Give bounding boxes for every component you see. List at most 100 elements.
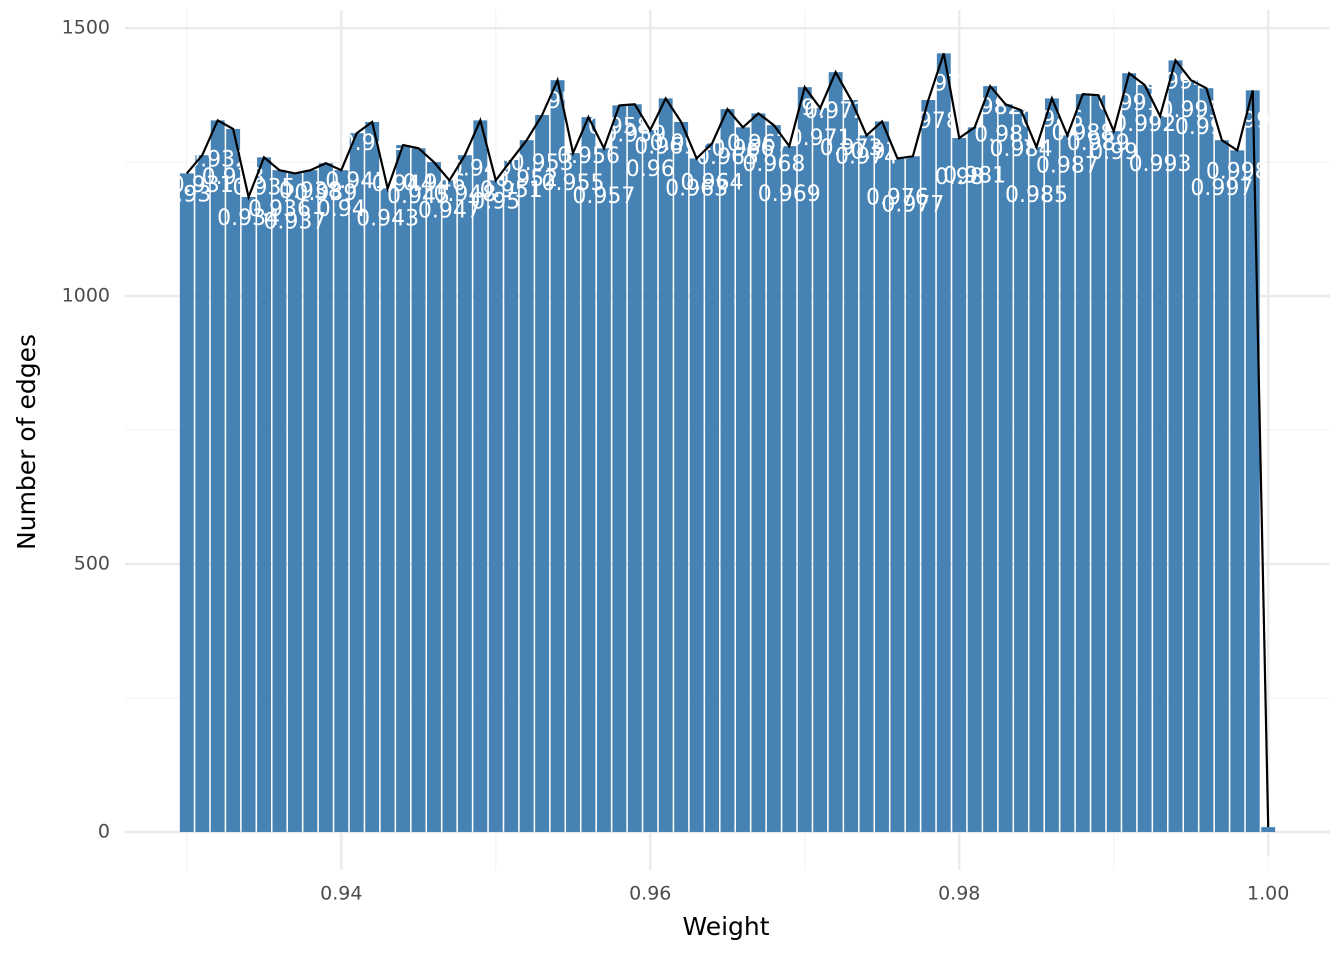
bar <box>735 127 750 832</box>
bar <box>658 98 673 832</box>
bar <box>442 180 457 832</box>
data-label: 0.948 <box>433 182 496 207</box>
bar <box>720 109 735 832</box>
bar <box>1168 60 1183 832</box>
data-label: 0.953 <box>511 151 574 176</box>
data-label: 0.959 <box>603 122 666 147</box>
data-label: 0.963 <box>665 176 728 201</box>
bar <box>396 145 411 832</box>
bar <box>473 120 488 832</box>
data-label: 0.975 <box>850 139 913 164</box>
bar <box>936 53 951 832</box>
bar <box>272 170 287 832</box>
data-label: 0.951 <box>480 178 543 203</box>
data-label: 0.987 <box>1036 153 1099 178</box>
data-label: 0.956 <box>557 144 620 169</box>
bar <box>550 80 565 832</box>
data-label: 0.954 <box>526 89 589 114</box>
data-label: 0.98 <box>935 165 984 190</box>
data-label: 0.974 <box>835 144 898 169</box>
x-tick-label: 0.98 <box>938 883 980 905</box>
bar <box>519 140 534 832</box>
data-label: 0.938 <box>279 179 342 204</box>
bar <box>1230 150 1245 832</box>
bar <box>1245 90 1260 832</box>
data-label: 0.997 <box>1190 176 1253 201</box>
bar <box>195 155 210 832</box>
bar <box>905 156 920 832</box>
data-label: 0.96 <box>626 157 675 182</box>
bar <box>1091 95 1106 832</box>
bar <box>1106 131 1121 832</box>
data-label: 0.971 <box>789 126 852 151</box>
data-label: 0.955 <box>542 171 605 196</box>
bar <box>921 100 936 832</box>
bar <box>813 108 828 832</box>
x-tick-label: 0.96 <box>629 883 671 905</box>
bar <box>844 100 859 832</box>
data-label: 0.968 <box>742 152 805 177</box>
bar <box>1137 85 1152 832</box>
y-tick-label: 500 <box>74 553 110 575</box>
data-label: 0.969 <box>758 182 821 207</box>
bar <box>257 157 271 832</box>
data-label: 0.993 <box>1129 152 1192 177</box>
data-label: 0.957 <box>572 184 635 209</box>
bar <box>303 170 318 832</box>
bar <box>875 121 889 832</box>
bar <box>828 72 843 832</box>
bar <box>210 120 225 832</box>
data-label: 0.979 <box>912 71 975 96</box>
bar <box>596 148 611 832</box>
bar <box>1044 98 1059 832</box>
bar <box>1214 140 1229 832</box>
data-label: 0.996 <box>1175 115 1238 140</box>
bar <box>334 170 349 832</box>
bar <box>766 125 781 832</box>
data-label: 0.964 <box>681 170 744 195</box>
data-label: 0.931 <box>171 173 234 198</box>
bar <box>1261 827 1276 832</box>
bar <box>1029 147 1044 832</box>
bar <box>318 163 333 832</box>
data-label: 0.943 <box>356 206 419 231</box>
y-tick-label: 1000 <box>62 285 110 307</box>
data-label: 0.977 <box>881 192 944 217</box>
data-label: 0.994 <box>1144 69 1207 94</box>
trend-line <box>185 53 1270 828</box>
data-label: 0.947 <box>418 198 481 223</box>
data-label: 0.976 <box>866 185 929 210</box>
data-label: 0.946 <box>402 171 465 196</box>
bar <box>535 115 550 832</box>
data-label: 0.992 <box>1113 112 1176 137</box>
bar <box>427 162 441 832</box>
bar <box>983 86 998 832</box>
data-label: 0.973 <box>820 136 883 161</box>
bar <box>349 133 364 832</box>
data-label: 0.967 <box>727 131 790 156</box>
x-tick-label: 0.94 <box>320 883 362 905</box>
bar <box>365 121 380 832</box>
x-tick-label: 1.00 <box>1247 883 1289 905</box>
data-label: 0.985 <box>1005 183 1068 208</box>
bar <box>782 146 797 832</box>
bar <box>380 188 395 832</box>
bar <box>890 158 905 832</box>
bar <box>488 180 503 832</box>
bar <box>1060 135 1075 832</box>
bar <box>612 105 627 832</box>
data-label: 0.944 <box>372 172 435 197</box>
data-label: 0.952 <box>495 167 558 192</box>
data-label: 0.983 <box>974 122 1037 147</box>
bar <box>967 127 982 832</box>
data-label: 0.934 <box>217 206 280 231</box>
bar <box>179 173 194 832</box>
data-label: 0.945 <box>387 184 450 209</box>
data-label: 0.984 <box>990 137 1053 162</box>
data-label: 0.94 <box>317 197 366 222</box>
data-label: 0.95 <box>471 189 520 214</box>
data-label: 0.978 <box>897 109 960 134</box>
bar <box>998 104 1013 832</box>
data-label: 0.981 <box>943 163 1006 188</box>
data-label: 0.961 <box>634 134 697 159</box>
